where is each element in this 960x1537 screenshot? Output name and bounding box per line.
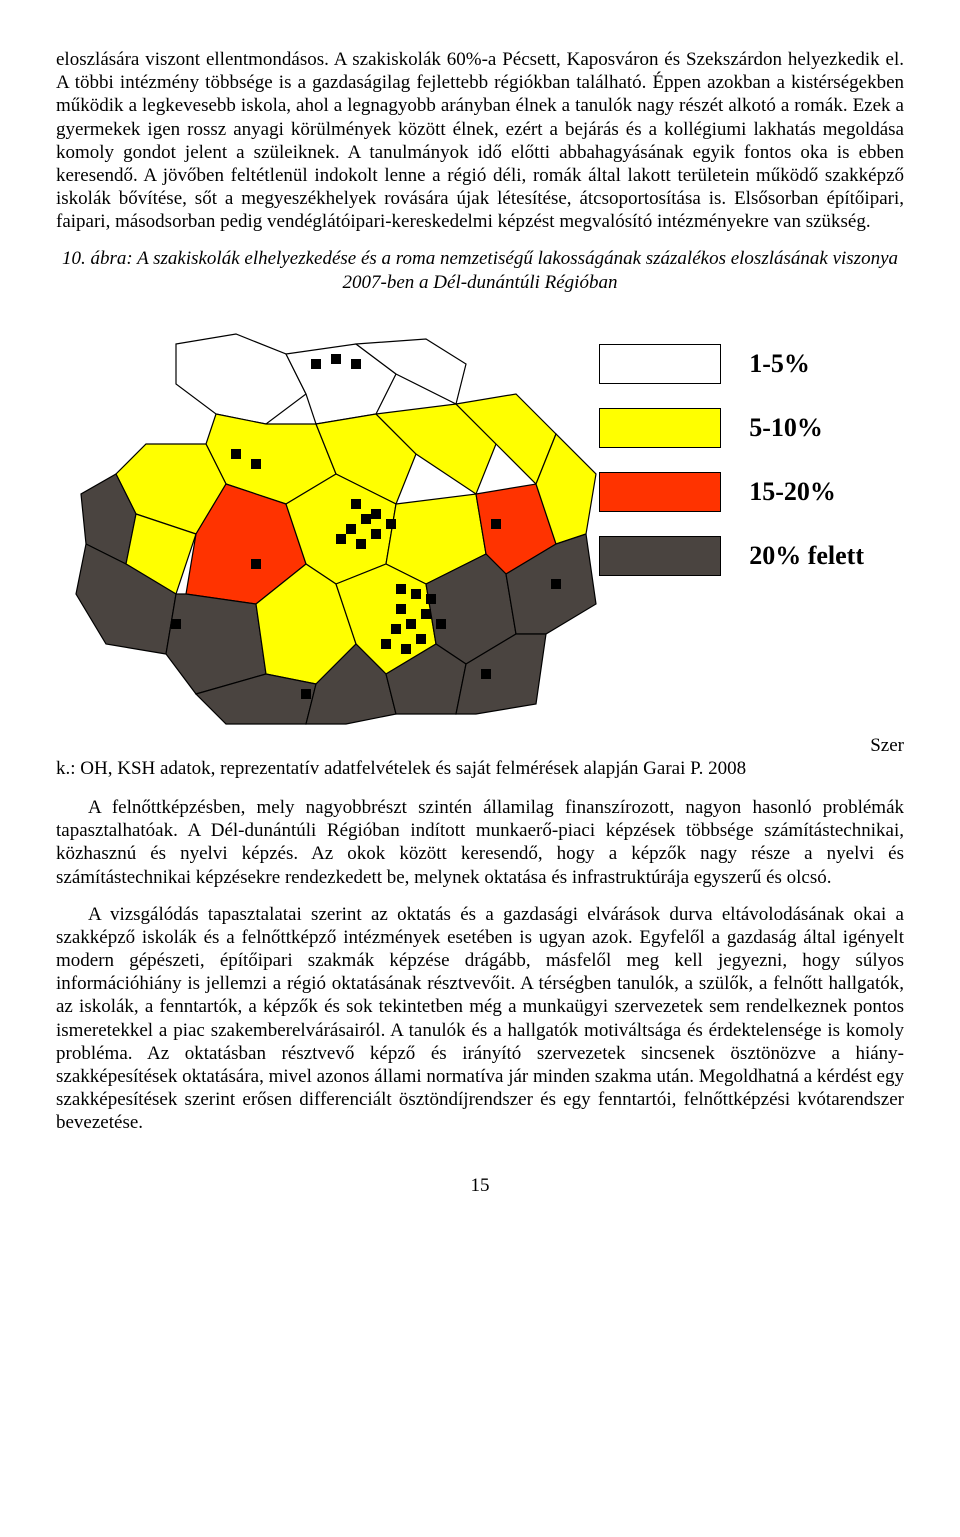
paragraph-3: A vizsgálódás tapasztalatai szerint az o…	[56, 903, 904, 1135]
legend-label: 5-10%	[749, 412, 823, 444]
school-point-icon	[411, 589, 421, 599]
legend-label: 15-20%	[749, 476, 836, 508]
school-point-icon	[491, 519, 501, 529]
legend-label: 20% felett	[749, 540, 864, 572]
legend-swatch	[599, 408, 721, 448]
school-point-icon	[311, 359, 321, 369]
school-point-icon	[481, 669, 491, 679]
school-point-icon	[231, 449, 241, 459]
school-point-icon	[421, 609, 431, 619]
school-point-icon	[416, 634, 426, 644]
truncated-word: Szer	[56, 734, 904, 757]
school-point-icon	[391, 624, 401, 634]
school-point-icon	[331, 354, 341, 364]
school-point-icon	[371, 529, 381, 539]
map-svg	[56, 304, 616, 734]
school-point-icon	[301, 689, 311, 699]
legend-label: 1-5%	[749, 348, 810, 380]
school-point-icon	[361, 514, 371, 524]
legend-row: 15-20%	[599, 472, 864, 512]
school-point-icon	[356, 539, 366, 549]
paragraph-1: eloszlására viszont ellentmondásos. A sz…	[56, 48, 904, 233]
legend-swatch	[599, 536, 721, 576]
page-number: 15	[56, 1174, 904, 1197]
school-point-icon	[351, 359, 361, 369]
school-point-icon	[346, 524, 356, 534]
legend-row: 20% felett	[599, 536, 864, 576]
figure-map: 1-5% 5-10% 15-20% 20% felett	[56, 304, 904, 734]
school-point-icon	[396, 604, 406, 614]
legend-swatch	[599, 344, 721, 384]
school-point-icon	[396, 584, 406, 594]
legend-row: 1-5%	[599, 344, 864, 384]
school-point-icon	[251, 459, 261, 469]
school-point-icon	[251, 559, 261, 569]
school-point-icon	[386, 519, 396, 529]
school-point-icon	[436, 619, 446, 629]
school-point-icon	[381, 639, 391, 649]
map-region	[176, 334, 306, 424]
paragraph-2: A felnőttképzésben, mely nagyobbrészt sz…	[56, 796, 904, 889]
school-point-icon	[336, 534, 346, 544]
school-point-icon	[406, 619, 416, 629]
school-point-icon	[171, 619, 181, 629]
legend-row: 5-10%	[599, 408, 864, 448]
school-point-icon	[551, 579, 561, 589]
school-point-icon	[426, 594, 436, 604]
figure-caption: 10. ábra: A szakiskolák elhelyezkedése é…	[56, 247, 904, 293]
school-point-icon	[371, 509, 381, 519]
map-legend: 1-5% 5-10% 15-20% 20% felett	[599, 344, 864, 600]
school-point-icon	[401, 644, 411, 654]
legend-swatch	[599, 472, 721, 512]
figure-source: k.: OH, KSH adatok, reprezentatív adatfe…	[56, 757, 904, 780]
school-point-icon	[351, 499, 361, 509]
